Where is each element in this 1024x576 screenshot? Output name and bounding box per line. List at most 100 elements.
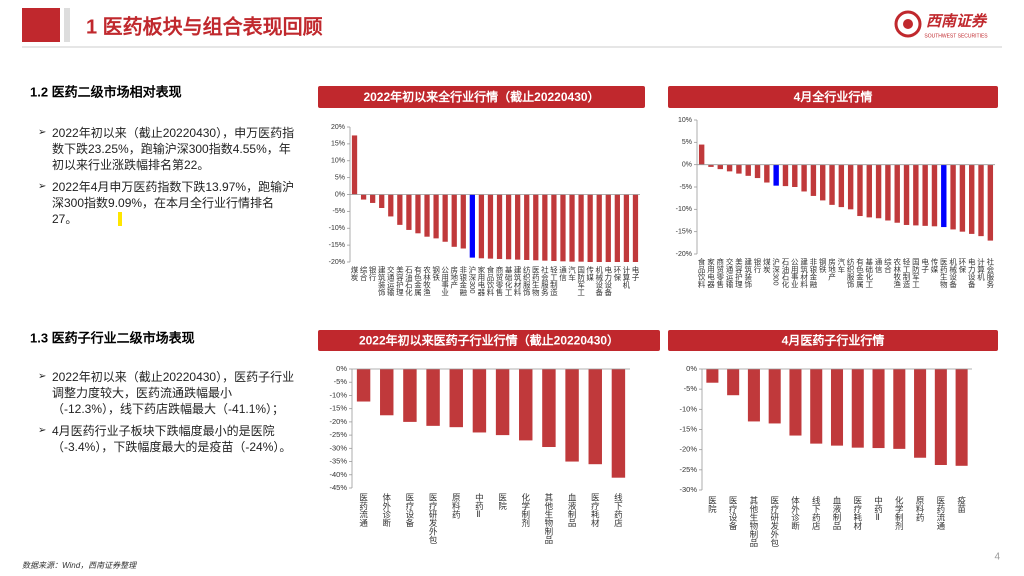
y-tick-label: -10% (676, 206, 692, 213)
y-tick-label: -20% (679, 445, 697, 454)
x-tick-label: 纺织服饰 (846, 257, 855, 290)
y-tick-label: 10% (331, 158, 345, 165)
bar (801, 164, 807, 192)
x-tick-label: 有色金属 (855, 257, 864, 290)
logo-icon-core (903, 19, 913, 29)
chart-title-box (318, 86, 645, 108)
y-tick-label: -10% (679, 404, 697, 413)
x-tick-label: 有色金属 (413, 265, 422, 298)
header-title: 1 医药板块与组合表现回顾 (86, 14, 323, 38)
y-tick-label: -25% (329, 430, 347, 439)
logo-text: 西南证券 (926, 13, 988, 30)
x-tick-label: 疫苗 (957, 495, 967, 514)
y-tick-label: -15% (676, 229, 692, 236)
bar (745, 164, 751, 176)
bar (370, 194, 376, 203)
chart-title: 2022年初以来医药子行业行情（截止20220430） (359, 333, 619, 348)
x-tick-label: 血液制品 (832, 495, 842, 531)
bar (360, 194, 367, 200)
x-tick-label: 非银金融 (459, 265, 468, 298)
x-tick-label: 医药流通 (359, 493, 369, 528)
bar (596, 194, 602, 262)
bar (931, 164, 938, 227)
x-tick-label: 医药生物 (939, 258, 948, 290)
y-tick-label: 0% (335, 191, 345, 198)
bar (726, 164, 733, 172)
bar (866, 164, 872, 218)
bar (433, 194, 439, 239)
bar (388, 194, 394, 217)
bar (449, 369, 463, 428)
bar (851, 369, 864, 448)
x-tick-label: 化学制剂 (521, 492, 531, 528)
x-tick-label: 其他生物制品 (544, 493, 554, 545)
x-tick-label: 传媒 (585, 265, 594, 283)
bar (519, 369, 533, 441)
x-tick-label: 钢铁 (818, 257, 827, 275)
section-heading: 1.2 医药二级市场相对表现 (30, 84, 182, 99)
y-tick-label: 0% (682, 162, 692, 169)
section-heading: 1.3 医药子行业二级市场表现 (30, 330, 195, 345)
bar (533, 194, 539, 261)
bar (934, 369, 947, 465)
x-tick-label: 医院 (707, 496, 717, 514)
chart-title: 2022年初以来全行业行情（截止20220430） (363, 89, 599, 104)
x-tick-label: 传媒 (930, 257, 939, 275)
bar (515, 194, 521, 260)
x-tick-label: 国防军工 (576, 266, 585, 297)
y-tick-label: -5% (684, 384, 698, 393)
x-tick-label: 社会服务 (986, 257, 995, 290)
bar (560, 194, 566, 262)
chart-title: 4月医药子行业行情 (782, 333, 885, 348)
y-tick-label: 5% (335, 174, 345, 181)
bar (941, 164, 947, 228)
x-tick-label: 纺织服饰 (522, 265, 531, 298)
x-tick-label: 煤炭 (762, 257, 771, 275)
bar (950, 164, 956, 230)
bullet-list: 2022年初以来（截止20220430），医药子行业调整力度较大，医药流通跌幅最… (38, 369, 296, 461)
bar (717, 164, 723, 170)
bar (460, 194, 466, 249)
x-tick-label: 电子 (920, 257, 929, 274)
x-tick-label: 钢铁 (431, 265, 440, 283)
x-tick-label: 建筑装饰 (377, 265, 386, 298)
x-tick-label: 美容护理 (734, 257, 743, 289)
x-tick-label: 线下药店 (613, 492, 623, 528)
x-tick-label: 银行 (368, 266, 377, 283)
x-tick-label: 建筑装饰 (743, 257, 752, 290)
bar (605, 194, 611, 262)
x-tick-label: 汽车 (567, 265, 576, 283)
bar (487, 194, 494, 259)
bar (614, 194, 620, 262)
bullet: 2022年初以来（截止20220430），申万医药指数下跌23.25%，跑输沪深… (38, 125, 296, 173)
bar (565, 369, 579, 462)
x-tick-label: 交通运输 (725, 257, 734, 290)
x-tick-label: 机械设备 (594, 265, 603, 298)
x-tick-label: 化学制剂 (894, 495, 904, 531)
x-tick-label: 医疗耗材 (853, 496, 863, 530)
chart-title-box (668, 86, 998, 108)
header-mark (22, 8, 60, 42)
logo-subtext: SOUTHWEST SECURITIES (924, 33, 988, 39)
y-tick-label: -5% (334, 377, 348, 386)
bar (588, 369, 602, 465)
bar (894, 164, 900, 223)
x-tick-label: 美容护理 (395, 265, 404, 297)
chart-title: 4月全行业行情 (794, 89, 873, 104)
y-tick-label: -20% (329, 259, 345, 266)
bar (403, 369, 417, 422)
x-tick-label: 基础化工 (504, 265, 513, 297)
bar (569, 194, 575, 262)
x-tick-label: 建筑材料 (513, 265, 522, 298)
x-tick-label: 非银金融 (809, 257, 818, 290)
x-tick-label: 医疗设备 (405, 493, 415, 528)
y-tick-label: -15% (329, 404, 347, 413)
x-tick-label: 环保 (958, 258, 967, 275)
x-tick-label: 房地产 (449, 265, 458, 290)
x-tick-label: 食品饮料 (486, 265, 495, 298)
x-tick-label: 其他生物制品 (749, 496, 759, 548)
y-tick-label: -15% (329, 242, 345, 249)
y-tick-label: -35% (329, 457, 347, 466)
bar (903, 164, 910, 225)
